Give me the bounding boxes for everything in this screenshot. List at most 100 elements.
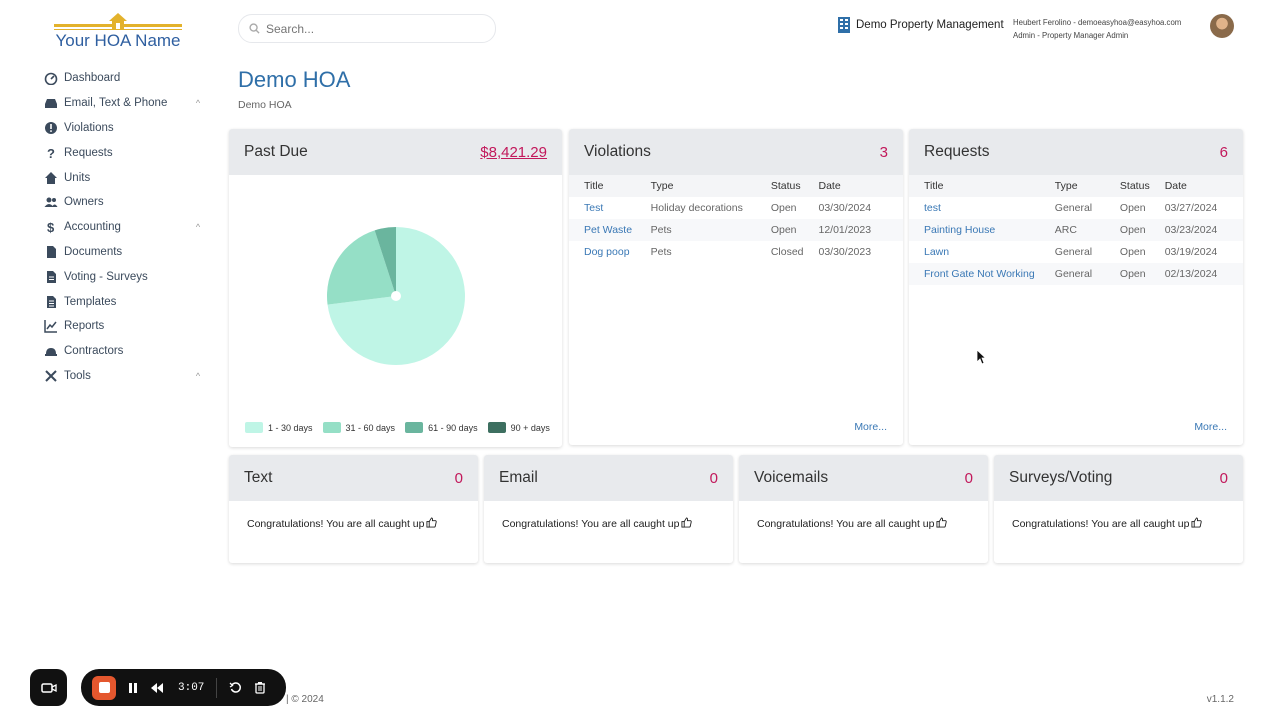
toolbar-divider <box>216 677 218 698</box>
table-cell: General <box>1054 246 1093 258</box>
sidebar-item-reports[interactable]: Reports <box>44 314 204 339</box>
sidebar-item-documents[interactable]: Documents <box>44 240 204 265</box>
row-title-link[interactable]: Pet Waste <box>584 224 633 236</box>
table-cell: Test <box>569 197 636 219</box>
table-cell: 12/01/2023 <box>803 219 903 241</box>
sidebar-item-owners[interactable]: Owners <box>44 190 204 215</box>
delete-recording-button[interactable] <box>254 681 266 694</box>
table-row[interactable]: Dog poop Pets Closed 03/30/2023 <box>569 241 903 263</box>
user-info[interactable]: Heubert Ferolino - demoeasyhoa@easyhoa.c… <box>1013 16 1181 42</box>
legend-item[interactable]: 31 - 60 days <box>322 422 396 433</box>
chevron-up-icon[interactable]: ^ <box>195 222 201 233</box>
pie-slice-31-60-days[interactable] <box>327 230 396 305</box>
pie-slice-61-90-days[interactable] <box>374 227 396 296</box>
surveys-voting-card: Surveys/Voting 0 Congratulations! You are … <box>994 455 1243 563</box>
org-switcher[interactable]: Demo Property Management <box>838 17 1004 33</box>
row-title-link[interactable]: test <box>924 202 941 214</box>
svg-text:$: $ <box>47 220 55 234</box>
sidebar-nav: Dashboard Email, Text & Phone ^ Violations?… <box>44 66 204 388</box>
sidebar-item-requests[interactable]: ? Requests <box>44 140 204 165</box>
past-due-legend: 1 - 30 days 31 - 60 days 61 - 90 days 90 + … <box>245 422 560 433</box>
violations-count: 3 <box>879 143 888 161</box>
text-header: Text 0 <box>229 455 478 501</box>
sidebar-item-label: Requests <box>64 146 113 159</box>
caught-up-message: Congratulations! You are all caught up <box>757 518 935 530</box>
chevron-up-icon[interactable]: ^ <box>195 370 201 381</box>
row-title-link[interactable]: Lawn <box>924 246 950 258</box>
chevron-up-icon[interactable]: ^ <box>195 98 201 109</box>
sidebar-item-label: Documents <box>64 245 123 258</box>
sidebar-item-label: Reports <box>64 320 105 333</box>
table-cell: Open <box>755 219 804 241</box>
search-input[interactable] <box>266 21 486 36</box>
past-due-header: Past Due $8,421.29 <box>229 129 562 175</box>
column-header: Date <box>803 175 903 197</box>
row-title-link[interactable]: Front Gate Not Working <box>924 268 1035 280</box>
sidebar-item-templates[interactable]: Templates <box>44 289 204 314</box>
voicemails-header: Voicemails 0 <box>739 455 988 501</box>
pause-button[interactable] <box>128 682 138 694</box>
sidebar-item-violations[interactable]: Violations <box>44 116 204 141</box>
row-title-link[interactable]: Painting House <box>924 224 996 236</box>
building-icon <box>838 17 850 33</box>
table-cell: Holiday decorations <box>650 202 743 214</box>
sidebar-item-units[interactable]: Units <box>44 165 204 190</box>
column-header: Type <box>635 175 756 197</box>
sidebar-item-dashboard[interactable]: Dashboard <box>44 66 204 91</box>
row-title-link[interactable]: Dog poop <box>584 246 630 258</box>
sidebar-item-label: Violations <box>64 121 114 134</box>
table-row[interactable]: Lawn General Open 03/19/2024 <box>909 241 1243 263</box>
surveys-voting-title: Surveys/Voting <box>1009 469 1113 486</box>
email-count: 0 <box>709 469 718 487</box>
legend-label: 31 - 60 days <box>345 422 396 433</box>
pie-center-hole <box>391 291 401 301</box>
table-row[interactable]: Painting House ARC Open 03/23/2024 <box>909 219 1243 241</box>
restart-button[interactable] <box>229 681 242 694</box>
violations-header: Violations 3 <box>569 129 903 175</box>
camera-toggle-button[interactable] <box>30 669 67 706</box>
violations-more-link[interactable]: More... <box>854 421 887 433</box>
footer-copyright: | © 2024 <box>286 694 324 705</box>
thumbs-up-icon <box>426 517 438 528</box>
table-row[interactable]: Test Holiday decorations Open 03/30/2024 <box>569 197 903 219</box>
thumbs-up-icon <box>1191 517 1203 528</box>
hoa-logo[interactable]: Your HOA Name <box>50 12 186 52</box>
sidebar-item-voting-surveys[interactable]: Voting - Surveys <box>44 264 204 289</box>
legend-item[interactable]: 90 + days <box>487 422 550 433</box>
voicemails-title: Voicemails <box>754 469 829 486</box>
avatar[interactable] <box>1210 14 1234 38</box>
stop-recording-button[interactable] <box>92 675 116 700</box>
table-row[interactable]: Pet Waste Pets Open 12/01/2023 <box>569 219 903 241</box>
table-cell: Front Gate Not Working <box>909 263 1040 285</box>
table-row[interactable]: test General Open 03/27/2024 <box>909 197 1243 219</box>
legend-swatch <box>405 422 424 433</box>
sidebar-item-accounting[interactable]: $ Accounting ^ <box>44 215 204 240</box>
sidebar-item-contractors[interactable]: Contractors <box>44 339 204 364</box>
column-header: Status <box>755 175 804 197</box>
email-card: Email 0 Congratulations! You are all caugh… <box>484 455 733 563</box>
table-cell: Lawn <box>909 241 1040 263</box>
inbox-icon <box>44 96 58 110</box>
row-title-link[interactable]: Test <box>584 202 604 214</box>
house-icon <box>109 13 127 29</box>
table-cell: Pets <box>635 219 756 241</box>
table-row[interactable]: Front Gate Not Working General Open 02/13/2… <box>909 263 1243 285</box>
search-box[interactable] <box>238 14 496 43</box>
caught-up-message: Congratulations! You are all caught up <box>1012 518 1190 530</box>
legend-item[interactable]: 1 - 30 days <box>245 422 313 433</box>
rewind-button[interactable] <box>150 682 164 694</box>
legend-item[interactable]: 61 - 90 days <box>405 422 478 433</box>
tools-icon <box>44 369 58 383</box>
surveys-voting-count: 0 <box>1219 469 1228 487</box>
restart-icon <box>229 682 242 693</box>
sidebar-item-email-text-phone[interactable]: Email, Text & Phone ^ <box>44 91 204 116</box>
rewind-icon <box>151 682 163 693</box>
requests-more-link[interactable]: More... <box>1194 421 1227 433</box>
table-cell: Pet Waste <box>569 219 636 241</box>
table-cell: Open <box>1104 219 1150 241</box>
sidebar-item-tools[interactable]: Tools ^ <box>44 364 204 389</box>
search-icon <box>249 23 260 34</box>
past-due-amount[interactable]: $8,421.29 <box>480 143 547 161</box>
legend-label: 1 - 30 days <box>268 422 313 433</box>
violations-title: Violations <box>584 143 651 160</box>
